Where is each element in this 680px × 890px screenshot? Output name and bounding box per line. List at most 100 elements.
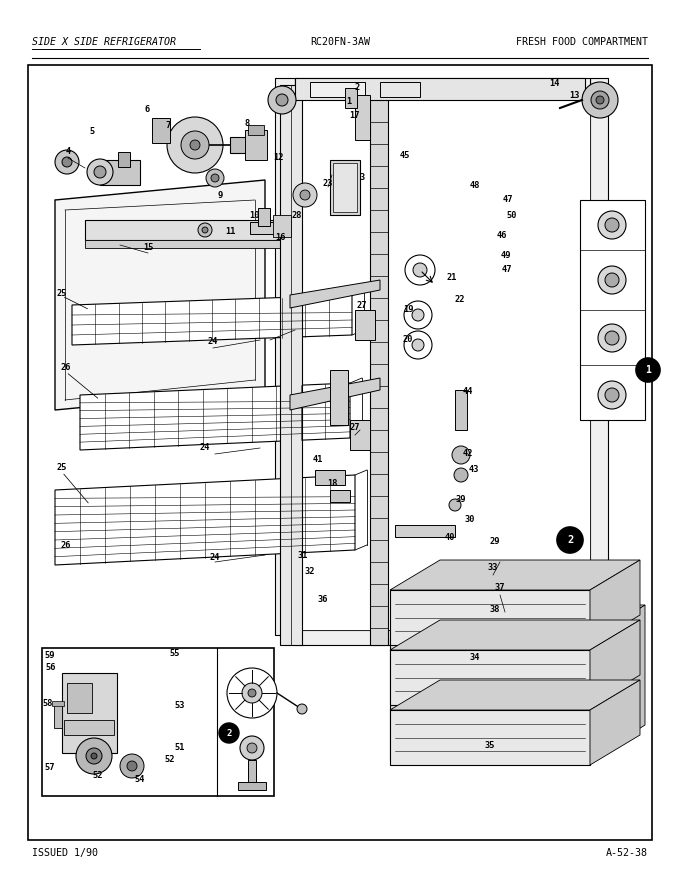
Circle shape — [605, 218, 619, 232]
Text: 36: 36 — [318, 595, 328, 604]
Circle shape — [211, 174, 219, 182]
Circle shape — [297, 704, 307, 714]
Bar — [248, 125, 264, 135]
Bar — [345, 88, 357, 108]
Circle shape — [202, 227, 208, 233]
Text: 44: 44 — [463, 387, 473, 397]
Bar — [258, 208, 270, 226]
Circle shape — [598, 266, 626, 294]
Circle shape — [598, 381, 626, 409]
Bar — [245, 130, 267, 160]
Bar — [350, 420, 370, 450]
Text: A-52-38: A-52-38 — [606, 848, 648, 858]
Bar — [390, 650, 590, 705]
Bar — [85, 220, 285, 240]
Bar — [273, 215, 291, 237]
Bar — [330, 370, 348, 425]
Bar — [310, 82, 365, 97]
Text: 46: 46 — [497, 231, 507, 239]
Text: RC20FN-3AW: RC20FN-3AW — [310, 37, 370, 47]
Polygon shape — [55, 180, 265, 410]
Text: 1: 1 — [346, 98, 352, 107]
Polygon shape — [72, 295, 352, 345]
Text: 55: 55 — [170, 649, 180, 658]
Bar — [330, 490, 350, 502]
Text: 4: 4 — [65, 148, 71, 157]
Polygon shape — [390, 605, 645, 640]
Circle shape — [404, 301, 432, 329]
Text: 57: 57 — [45, 764, 55, 773]
Text: 41: 41 — [313, 456, 323, 465]
Text: 5: 5 — [89, 127, 95, 136]
Circle shape — [412, 339, 424, 351]
Text: 49: 49 — [500, 250, 511, 260]
Text: 11: 11 — [225, 228, 235, 237]
Bar — [238, 782, 266, 790]
Bar — [380, 82, 420, 97]
Text: 19: 19 — [403, 305, 413, 314]
Circle shape — [167, 117, 223, 173]
Bar — [275, 78, 295, 635]
Text: 30: 30 — [464, 515, 475, 524]
Text: 48: 48 — [470, 181, 480, 190]
Circle shape — [120, 754, 144, 778]
Polygon shape — [390, 560, 640, 590]
Text: 42: 42 — [463, 449, 473, 457]
Circle shape — [94, 166, 106, 178]
Bar — [355, 310, 375, 340]
Text: 12: 12 — [273, 153, 284, 163]
Circle shape — [598, 324, 626, 352]
Bar — [390, 710, 590, 765]
Circle shape — [190, 140, 200, 150]
Text: 59: 59 — [45, 651, 55, 659]
Circle shape — [181, 131, 209, 159]
Circle shape — [276, 94, 288, 106]
Bar — [370, 85, 388, 645]
Polygon shape — [590, 560, 640, 645]
Text: 34: 34 — [470, 653, 480, 662]
Text: 13: 13 — [570, 91, 580, 100]
Text: 58: 58 — [43, 699, 53, 708]
Text: 15: 15 — [143, 244, 153, 253]
Bar — [85, 240, 285, 248]
Text: 7: 7 — [165, 120, 171, 130]
Text: 6: 6 — [144, 104, 150, 114]
Circle shape — [268, 86, 296, 114]
Circle shape — [55, 150, 79, 174]
Circle shape — [293, 183, 317, 207]
Bar — [395, 525, 455, 537]
Bar — [152, 118, 170, 143]
Circle shape — [404, 331, 432, 359]
Text: 24: 24 — [209, 554, 220, 562]
Text: 16: 16 — [275, 232, 285, 241]
Circle shape — [219, 723, 239, 743]
Text: 52: 52 — [92, 771, 103, 780]
Bar — [390, 640, 590, 760]
Circle shape — [127, 761, 137, 771]
Text: 53: 53 — [175, 700, 185, 709]
Circle shape — [86, 748, 102, 764]
Circle shape — [636, 358, 660, 382]
Bar — [295, 96, 590, 630]
Polygon shape — [290, 378, 380, 410]
Bar — [315, 470, 345, 485]
Text: 2: 2 — [354, 83, 360, 92]
Text: 27: 27 — [350, 424, 360, 433]
Bar — [64, 720, 114, 735]
Circle shape — [413, 263, 427, 277]
Polygon shape — [590, 620, 640, 705]
Text: 25: 25 — [56, 464, 67, 473]
Text: 28: 28 — [292, 211, 302, 220]
Bar — [67, 683, 92, 713]
Circle shape — [87, 159, 113, 185]
Circle shape — [449, 499, 461, 511]
Text: 38: 38 — [490, 605, 500, 614]
Circle shape — [557, 527, 583, 553]
Text: 37: 37 — [495, 584, 505, 593]
Bar — [230, 137, 248, 153]
Bar — [62, 673, 117, 753]
Text: 25: 25 — [56, 288, 67, 297]
Bar — [100, 160, 140, 185]
Text: 27: 27 — [357, 301, 367, 310]
Circle shape — [248, 689, 256, 697]
